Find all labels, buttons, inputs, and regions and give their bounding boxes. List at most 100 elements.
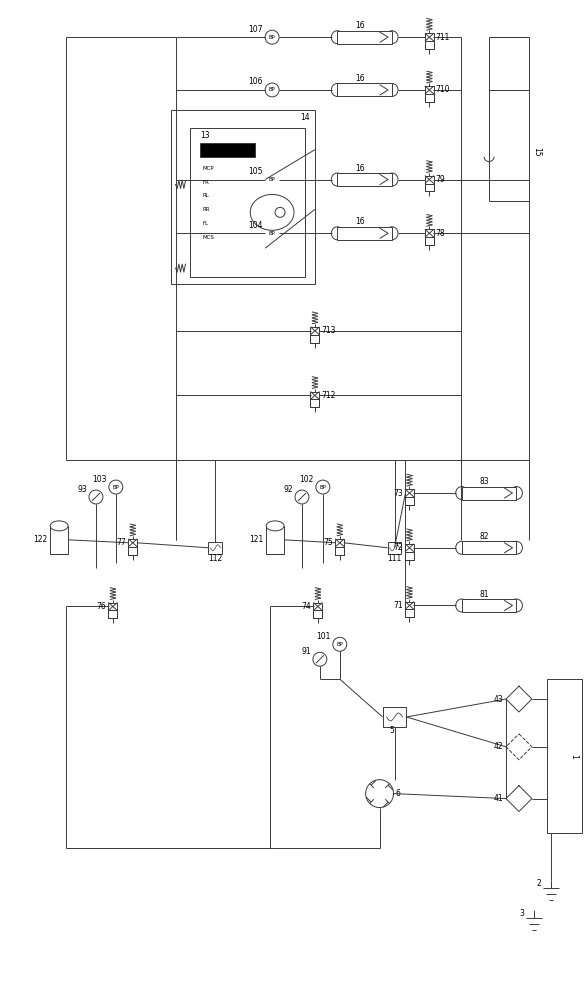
Text: 16: 16 bbox=[355, 164, 365, 173]
Bar bbox=[335, 539, 344, 547]
Text: 42: 42 bbox=[493, 742, 503, 751]
Bar bbox=[128, 539, 137, 547]
Text: 710: 710 bbox=[436, 85, 450, 94]
Text: 712: 712 bbox=[322, 391, 336, 400]
Text: 92: 92 bbox=[283, 485, 293, 494]
Text: BP: BP bbox=[112, 485, 119, 490]
Text: 102: 102 bbox=[299, 475, 314, 484]
Bar bbox=[310, 399, 319, 407]
Bar bbox=[171, 110, 315, 284]
Text: 122: 122 bbox=[33, 535, 47, 544]
Ellipse shape bbox=[456, 599, 467, 612]
Ellipse shape bbox=[510, 599, 522, 612]
Bar bbox=[425, 94, 434, 102]
Bar bbox=[405, 552, 414, 560]
Text: RL: RL bbox=[202, 193, 209, 198]
Ellipse shape bbox=[331, 83, 343, 96]
Circle shape bbox=[275, 207, 285, 217]
Ellipse shape bbox=[386, 227, 398, 240]
Circle shape bbox=[265, 226, 279, 240]
Bar bbox=[191, 128, 305, 277]
Text: MCP: MCP bbox=[202, 166, 214, 171]
Ellipse shape bbox=[456, 487, 467, 500]
Ellipse shape bbox=[331, 173, 343, 186]
Text: MCS: MCS bbox=[202, 235, 214, 240]
Text: 82: 82 bbox=[479, 532, 489, 541]
Text: 103: 103 bbox=[92, 475, 107, 484]
Bar bbox=[50, 526, 68, 554]
Bar bbox=[313, 610, 322, 618]
Ellipse shape bbox=[386, 31, 398, 44]
Text: 16: 16 bbox=[355, 217, 365, 226]
Text: 5: 5 bbox=[389, 726, 394, 735]
Text: 14: 14 bbox=[300, 113, 310, 122]
Bar bbox=[108, 603, 118, 610]
Bar bbox=[338, 227, 392, 240]
Ellipse shape bbox=[510, 487, 522, 500]
Text: 75: 75 bbox=[323, 538, 333, 547]
Text: 83: 83 bbox=[479, 477, 489, 486]
Circle shape bbox=[265, 83, 279, 97]
Bar bbox=[335, 547, 344, 555]
Ellipse shape bbox=[386, 83, 398, 96]
Text: 72: 72 bbox=[393, 543, 403, 552]
Circle shape bbox=[316, 480, 330, 494]
Text: 121: 121 bbox=[249, 535, 263, 544]
Text: 101: 101 bbox=[316, 632, 331, 641]
Bar bbox=[310, 392, 319, 399]
Bar bbox=[208, 542, 222, 554]
Circle shape bbox=[313, 652, 327, 666]
Text: 76: 76 bbox=[96, 602, 106, 611]
Text: BP: BP bbox=[269, 231, 276, 236]
Text: 15: 15 bbox=[532, 147, 542, 156]
Text: BP: BP bbox=[269, 87, 276, 92]
Text: 106: 106 bbox=[249, 77, 263, 86]
Bar bbox=[462, 541, 516, 554]
Text: 16: 16 bbox=[355, 74, 365, 83]
Text: 43: 43 bbox=[493, 695, 503, 704]
Bar bbox=[425, 229, 434, 237]
Circle shape bbox=[265, 30, 279, 44]
Ellipse shape bbox=[456, 541, 467, 554]
Ellipse shape bbox=[331, 227, 343, 240]
Text: 104: 104 bbox=[249, 221, 263, 230]
Text: 112: 112 bbox=[208, 554, 222, 563]
Circle shape bbox=[295, 490, 309, 504]
Text: 1: 1 bbox=[569, 754, 578, 759]
Text: BP: BP bbox=[319, 485, 326, 490]
Text: 73: 73 bbox=[393, 489, 403, 498]
Text: FL: FL bbox=[202, 221, 209, 226]
Bar bbox=[462, 599, 516, 612]
Text: 713: 713 bbox=[322, 326, 336, 335]
Bar bbox=[425, 33, 434, 41]
Bar bbox=[313, 603, 322, 610]
Bar bbox=[108, 610, 118, 618]
Text: 3: 3 bbox=[519, 909, 524, 918]
Circle shape bbox=[265, 173, 279, 186]
Bar bbox=[425, 176, 434, 184]
Bar bbox=[266, 526, 284, 554]
Bar bbox=[338, 83, 392, 96]
Text: 711: 711 bbox=[436, 33, 450, 42]
Bar bbox=[547, 679, 582, 833]
Ellipse shape bbox=[510, 541, 522, 554]
Bar bbox=[405, 602, 414, 609]
Bar bbox=[405, 489, 414, 497]
Circle shape bbox=[333, 637, 347, 651]
Text: 107: 107 bbox=[249, 25, 263, 34]
Ellipse shape bbox=[266, 521, 284, 531]
Text: 77: 77 bbox=[116, 538, 126, 547]
Bar bbox=[405, 609, 414, 617]
Text: FR: FR bbox=[202, 180, 209, 185]
Bar bbox=[310, 327, 319, 335]
Ellipse shape bbox=[386, 173, 398, 186]
Text: BP: BP bbox=[336, 642, 343, 647]
Text: 93: 93 bbox=[77, 485, 87, 494]
Bar bbox=[338, 31, 392, 44]
Text: 71: 71 bbox=[393, 601, 403, 610]
Text: BP: BP bbox=[269, 177, 276, 182]
Text: 6: 6 bbox=[395, 789, 400, 798]
Text: 41: 41 bbox=[493, 794, 503, 803]
Bar bbox=[405, 544, 414, 552]
Bar bbox=[338, 173, 392, 186]
